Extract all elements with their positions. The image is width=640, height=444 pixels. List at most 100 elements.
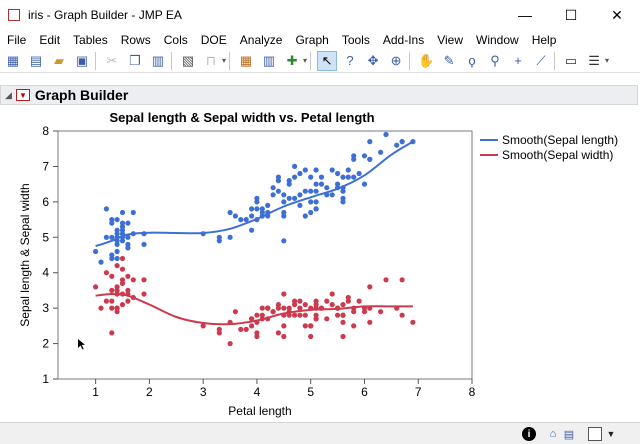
- sepal-length-point[interactable]: [345, 174, 351, 180]
- crosshair-icon[interactable]: ✥: [367, 52, 379, 68]
- sepal-width-point[interactable]: [329, 291, 335, 297]
- sepal-length-point[interactable]: [292, 174, 298, 180]
- sepal-width-point[interactable]: [249, 323, 255, 329]
- copy-icon[interactable]: ❐: [129, 52, 141, 68]
- sepal-width-point[interactable]: [254, 312, 260, 318]
- sepal-length-point[interactable]: [335, 170, 341, 177]
- sepal-length-point[interactable]: [302, 213, 308, 219]
- sepal-width-point[interactable]: [119, 266, 126, 272]
- sepal-width-point[interactable]: [313, 312, 319, 318]
- sepal-width-point[interactable]: [399, 312, 405, 318]
- sepal-length-point[interactable]: [119, 220, 126, 226]
- annotate-icon[interactable]: ▭: [564, 52, 578, 68]
- sepal-length-point[interactable]: [119, 238, 126, 244]
- sepal-length-point[interactable]: [114, 241, 120, 247]
- menu-addins[interactable]: Add-Ins: [382, 32, 425, 47]
- sepal-length-point[interactable]: [367, 139, 373, 145]
- home-window-icon[interactable]: ⌂: [549, 428, 557, 440]
- sepal-length-point[interactable]: [119, 209, 126, 216]
- sepal-width-point[interactable]: [109, 330, 115, 336]
- sepal-width-point[interactable]: [109, 298, 115, 304]
- sepal-length-point[interactable]: [351, 153, 357, 159]
- sepal-width-point[interactable]: [109, 287, 115, 293]
- sepal-length-point[interactable]: [324, 185, 330, 191]
- sepal-length-point[interactable]: [318, 181, 325, 187]
- menu-rows[interactable]: Rows: [120, 32, 151, 47]
- sepal-width-point[interactable]: [378, 309, 384, 315]
- sepal-width-point[interactable]: [109, 273, 115, 279]
- sepal-length-point[interactable]: [109, 252, 115, 258]
- sepal-length-point[interactable]: [119, 224, 126, 230]
- sepal-width-point[interactable]: [238, 326, 244, 332]
- add-rows-icon[interactable]: ✚: [286, 52, 298, 68]
- window-select-box[interactable]: [588, 427, 602, 441]
- sepal-length-point[interactable]: [394, 142, 400, 148]
- new-table-icon[interactable]: ▦: [6, 52, 20, 68]
- sepal-length-point[interactable]: [243, 217, 249, 223]
- toolbar-overflow-icon[interactable]: ▾: [222, 56, 227, 65]
- x-axis-title[interactable]: Petal length: [228, 404, 291, 418]
- hand-icon[interactable]: ✋: [417, 52, 435, 68]
- magnifier-icon[interactable]: ⚲: [490, 52, 500, 68]
- sepal-width-point[interactable]: [114, 309, 120, 315]
- sepal-length-point[interactable]: [313, 199, 319, 205]
- sepal-width-point[interactable]: [351, 323, 357, 329]
- sepal-width-point[interactable]: [232, 309, 238, 315]
- sepal-width-point[interactable]: [292, 302, 298, 308]
- sepal-length-point[interactable]: [281, 192, 287, 198]
- sepal-width-point[interactable]: [335, 312, 341, 318]
- sepal-width-point[interactable]: [324, 316, 330, 322]
- sepal-width-point[interactable]: [297, 298, 303, 304]
- sepal-length-point[interactable]: [292, 163, 298, 169]
- sepal-length-point[interactable]: [249, 227, 255, 233]
- sepal-width-point[interactable]: [302, 323, 308, 329]
- sepal-length-point[interactable]: [103, 234, 109, 240]
- sepal-width-point[interactable]: [270, 309, 276, 315]
- sepal-length-point[interactable]: [114, 227, 120, 233]
- sepal-length-point[interactable]: [329, 167, 335, 173]
- save-icon[interactable]: ▣: [75, 52, 89, 68]
- sepal-width-point[interactable]: [313, 316, 319, 322]
- sepal-width-point[interactable]: [308, 323, 314, 329]
- toolbar-overflow-icon[interactable]: ▾: [605, 56, 610, 65]
- sepal-length-point[interactable]: [399, 139, 405, 145]
- new-script-icon[interactable]: ▤: [29, 52, 43, 68]
- sepal-length-point[interactable]: [308, 188, 314, 194]
- sepal-length-point[interactable]: [292, 195, 298, 201]
- sepal-width-point[interactable]: [329, 302, 335, 308]
- sepal-width-point[interactable]: [119, 277, 126, 283]
- sepal-length-point[interactable]: [356, 170, 362, 177]
- sepal-width-point[interactable]: [114, 284, 120, 290]
- sepal-width-point[interactable]: [259, 312, 265, 318]
- sepal-width-point[interactable]: [297, 305, 303, 311]
- sepal-length-point[interactable]: [270, 192, 276, 198]
- sepal-width-point[interactable]: [130, 277, 136, 283]
- sepal-width-point[interactable]: [103, 298, 109, 304]
- sepal-width-point[interactable]: [410, 319, 416, 325]
- sepal-length-point[interactable]: [302, 188, 308, 194]
- sepal-length-smoother-line[interactable]: [95, 140, 414, 248]
- sepal-length-point[interactable]: [254, 206, 260, 212]
- menu-tools[interactable]: Tools: [341, 32, 370, 47]
- sepal-length-point[interactable]: [227, 209, 233, 216]
- menu-tables[interactable]: Tables: [73, 32, 108, 47]
- sepal-width-point[interactable]: [361, 309, 368, 315]
- sepal-length-point[interactable]: [313, 181, 319, 187]
- maximize-button[interactable]: ☐: [564, 6, 578, 23]
- menu-analyze[interactable]: Analyze: [239, 32, 283, 47]
- table-icon[interactable]: ▦: [239, 52, 253, 68]
- sepal-length-point[interactable]: [340, 199, 346, 205]
- sepal-width-point[interactable]: [286, 305, 292, 311]
- menu-doe[interactable]: DOE: [200, 32, 227, 47]
- sepal-width-point[interactable]: [114, 263, 120, 269]
- sepal-width-point[interactable]: [383, 277, 389, 283]
- sepal-width-point[interactable]: [351, 309, 357, 315]
- sepal-width-point[interactable]: [254, 333, 260, 340]
- sepal-length-point[interactable]: [281, 238, 287, 244]
- brush-icon[interactable]: ✎: [443, 52, 455, 68]
- sepal-width-point[interactable]: [114, 305, 120, 311]
- arrow-icon[interactable]: ↖: [317, 50, 338, 71]
- sepal-width-point[interactable]: [302, 302, 308, 308]
- y-axis-title[interactable]: Sepal length & Sepal width: [18, 183, 32, 326]
- sepal-width-point[interactable]: [119, 255, 126, 262]
